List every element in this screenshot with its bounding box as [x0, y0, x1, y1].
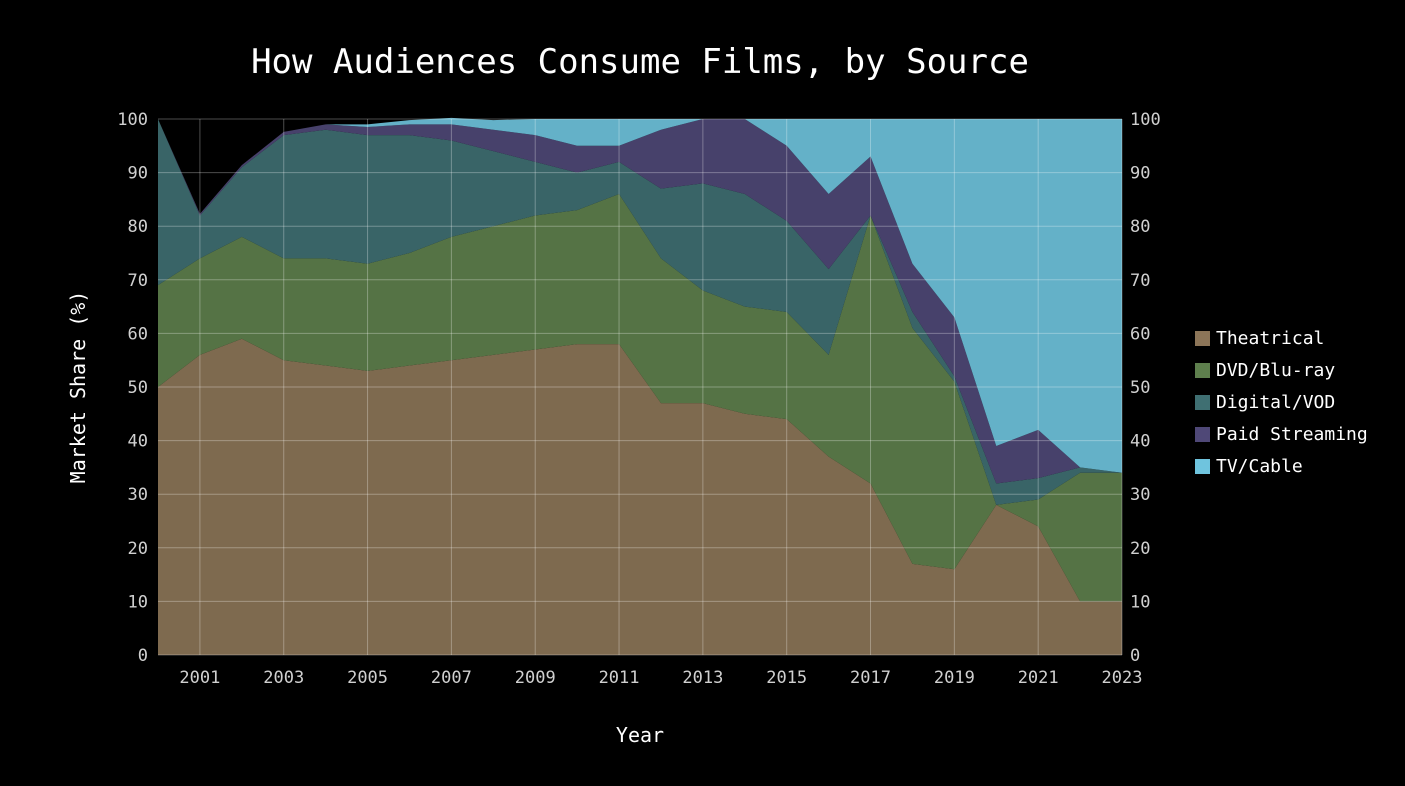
- x-tick-2009: 2009: [515, 668, 556, 688]
- x-tick-2021: 2021: [1018, 668, 1059, 688]
- y-axis-ticks: 0 0 10 10 20 20 30 30 40 40 50 50 60 60 70 70 80 80 90 90 10…: [117, 110, 1160, 666]
- y-axis-label: Market Share (%): [66, 291, 90, 484]
- legend-label: Theatrical: [1216, 327, 1325, 349]
- x-tick-2015: 2015: [766, 668, 807, 688]
- y-tick-right-50: 50: [1130, 378, 1150, 398]
- y-tick-left-30: 30: [128, 485, 148, 505]
- legend-item-tv-cable: TV/Cable: [1195, 450, 1368, 482]
- y-tick-right-60: 60: [1130, 324, 1150, 344]
- y-tick-right-100: 100: [1130, 110, 1161, 130]
- x-tick-2003: 2003: [263, 668, 304, 688]
- y-tick-right-10: 10: [1130, 592, 1150, 612]
- legend-swatch: [1195, 458, 1210, 474]
- x-tick-2011: 2011: [599, 668, 640, 688]
- x-axis-ticks: 2001 2003 2005 2007 2009 2011 2013 2015 2017 2019…: [179, 668, 1142, 688]
- y-tick-left-100: 100: [117, 110, 148, 130]
- x-axis-label: Year: [616, 723, 664, 747]
- legend-swatch: [1195, 426, 1210, 442]
- area-digital-vod: [158, 119, 1122, 505]
- y-tick-right-30: 30: [1130, 485, 1150, 505]
- y-tick-left-60: 60: [128, 324, 148, 344]
- legend-item-digital-vod: Digital/VOD: [1195, 386, 1368, 418]
- area-layers: [158, 117, 1122, 655]
- chart-title: How Audiences Consume Films, by Source: [251, 42, 1029, 82]
- y-tick-left-0: 0: [138, 646, 148, 666]
- grid: [158, 118, 1123, 656]
- y-tick-right-0: 0: [1130, 646, 1140, 666]
- x-tick-2017: 2017: [850, 668, 891, 688]
- y-tick-right-70: 70: [1130, 271, 1150, 291]
- legend-swatch: [1195, 394, 1210, 410]
- legend-swatch: [1195, 330, 1210, 346]
- legend-label: Digital/VOD: [1216, 391, 1336, 413]
- legend-label: TV/Cable: [1216, 455, 1303, 477]
- area-tv-cable: [158, 117, 1122, 473]
- legend-label: DVD/Blu-ray: [1216, 359, 1336, 381]
- y-tick-right-90: 90: [1130, 164, 1150, 184]
- legend-item-paid-streaming: Paid Streaming: [1195, 418, 1368, 450]
- x-tick-2023: 2023: [1102, 668, 1143, 688]
- x-tick-2019: 2019: [934, 668, 975, 688]
- legend-label: Paid Streaming: [1216, 423, 1368, 445]
- legend-swatch: [1195, 362, 1210, 378]
- y-tick-left-10: 10: [128, 592, 148, 612]
- legend-item-theatrical: Theatrical: [1195, 322, 1368, 354]
- y-tick-right-20: 20: [1130, 539, 1150, 559]
- y-tick-right-80: 80: [1130, 217, 1150, 237]
- y-tick-left-40: 40: [128, 432, 148, 452]
- y-tick-left-20: 20: [128, 539, 148, 559]
- y-tick-left-90: 90: [128, 164, 148, 184]
- x-tick-2001: 2001: [179, 668, 220, 688]
- y-tick-left-70: 70: [128, 271, 148, 291]
- x-tick-2007: 2007: [431, 668, 472, 688]
- legend: Theatrical DVD/Blu-ray Digital/VOD Paid Str…: [1195, 322, 1368, 482]
- y-tick-right-40: 40: [1130, 432, 1150, 452]
- area-dvd-blu-ray: [158, 194, 1122, 602]
- area-paid-streaming: [158, 119, 1122, 484]
- y-tick-left-80: 80: [128, 217, 148, 237]
- legend-item-dvd-blu-ray: DVD/Blu-ray: [1195, 354, 1368, 386]
- area-theatrical: [158, 338, 1122, 655]
- y-tick-left-50: 50: [128, 378, 148, 398]
- x-tick-2013: 2013: [682, 668, 723, 688]
- x-tick-2005: 2005: [347, 668, 388, 688]
